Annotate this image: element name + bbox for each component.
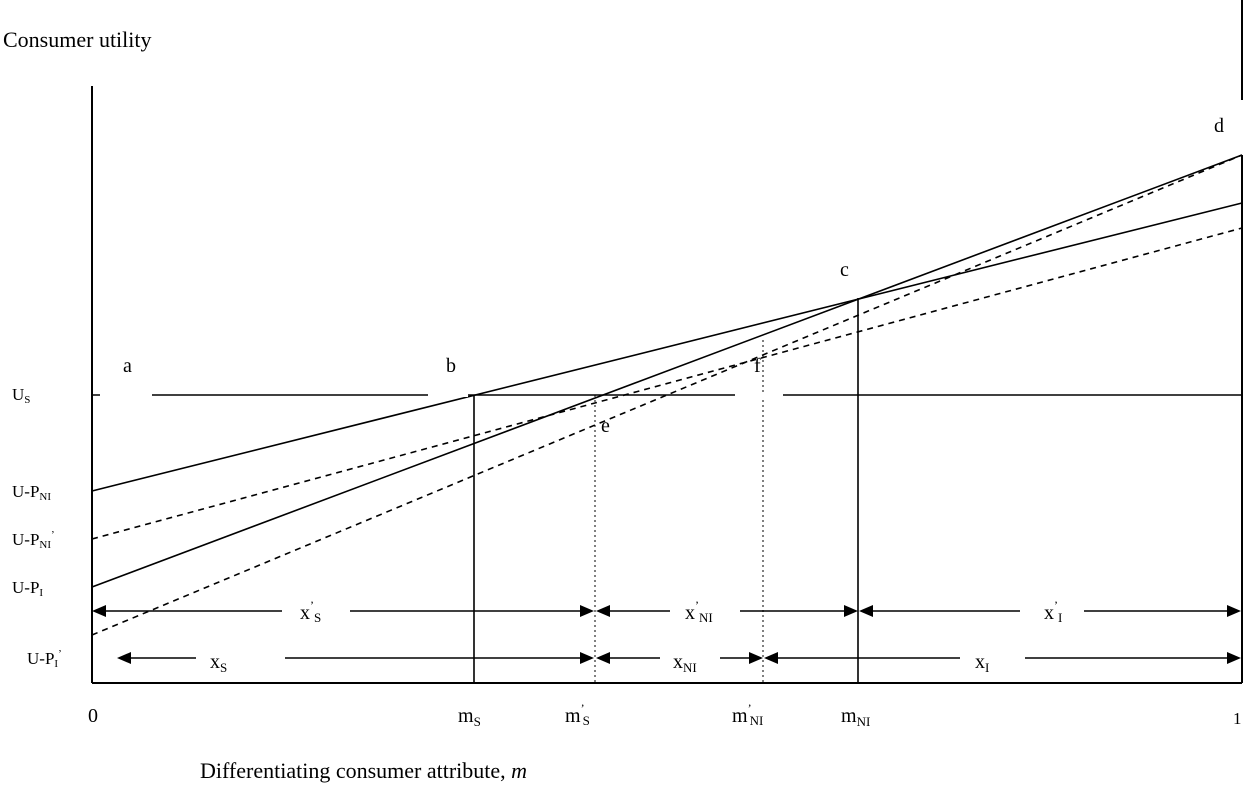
- y-label-u-p-i: U-PI: [12, 578, 43, 599]
- line-u-p-ni-prime: [91, 227, 1243, 540]
- arrow-xs: [117, 652, 594, 664]
- line-u-p-ni: [91, 202, 1243, 492]
- x-label-ms: mS: [458, 705, 481, 729]
- point-e: e: [601, 415, 610, 437]
- title: Consumer utility: [3, 27, 152, 52]
- gap-a: [100, 393, 152, 397]
- arrow-xni: [596, 652, 763, 664]
- point-b: b: [446, 355, 456, 377]
- label-xi: xI: [975, 651, 989, 675]
- gap-b: [428, 393, 468, 397]
- arrow-xni-prime: [596, 605, 858, 617]
- point-c: c: [840, 259, 849, 281]
- y-label-us: US: [12, 385, 30, 406]
- y-label-u-p-ni: U-PNI: [12, 482, 51, 503]
- gap-f: [735, 393, 783, 397]
- right-boundary-gap: [1240, 100, 1244, 155]
- line-u-p-i-prime: [91, 154, 1243, 636]
- point-f: f: [754, 355, 761, 377]
- arrow-xi: [764, 652, 1241, 664]
- y-label-u-p-ni-prime: U-PNI’: [12, 529, 55, 551]
- x-label-mni-prime: m’ NI: [732, 701, 763, 728]
- x-axis-title: Differentiating consumer attribute, m: [200, 758, 527, 783]
- label-xni: xNI: [673, 651, 697, 675]
- x-label-ms-prime: m’ S: [565, 701, 590, 728]
- arrow-xs-prime: [92, 605, 594, 617]
- label-xs-prime: x’S: [300, 598, 321, 625]
- point-a: a: [123, 355, 132, 377]
- point-d: d: [1214, 115, 1224, 137]
- arrow-xi-prime: [859, 605, 1241, 617]
- x-label-mni: mNI: [841, 705, 870, 729]
- label-xs: xS: [210, 651, 227, 675]
- x-label-zero: 0: [88, 705, 98, 727]
- line-u-p-i: [91, 154, 1243, 588]
- label-xni-prime: x’NI: [685, 598, 713, 625]
- label-xi-prime: x’I: [1044, 598, 1062, 625]
- y-label-u-p-i-prime: U-PI’: [27, 648, 62, 670]
- x-label-one: 1: [1233, 709, 1242, 728]
